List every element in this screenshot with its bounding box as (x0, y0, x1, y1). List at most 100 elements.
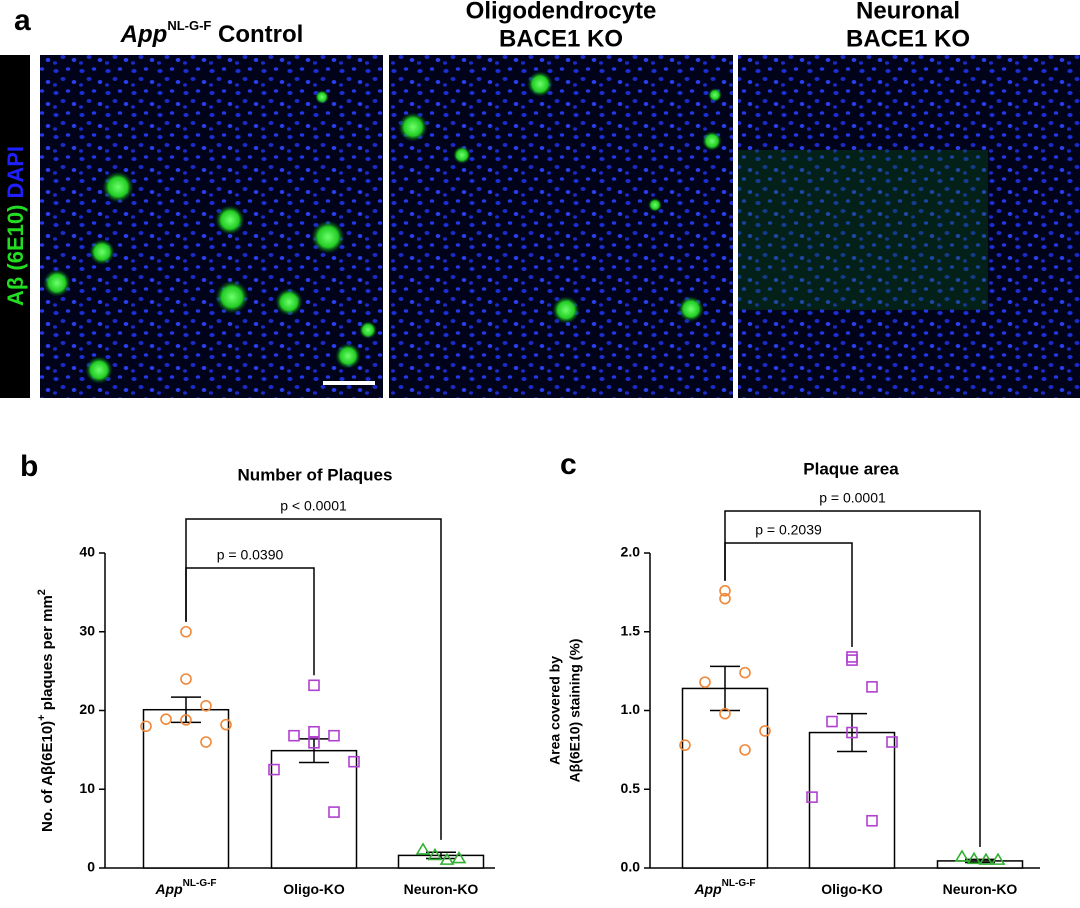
data-point (427, 847, 443, 861)
data-point (328, 806, 340, 818)
side-label-green: Aβ (6E10) (3, 205, 28, 306)
chart-title: Plaque area (803, 459, 899, 478)
data-point (978, 852, 994, 865)
y-axis-label: Aβ(6E10) staining (%) (567, 639, 583, 783)
data-point (220, 718, 232, 731)
diffuse-signal (738, 150, 988, 310)
data-point (966, 851, 982, 865)
data-point (308, 679, 320, 692)
side-strip (0, 55, 30, 398)
bar (681, 687, 769, 869)
p-value-label: p = 0.0390 (217, 547, 284, 563)
error-bar (299, 738, 329, 764)
image-title: BACE1 KO (499, 25, 623, 52)
y-tick-label: 0.0 (621, 859, 641, 875)
significance-bracket (724, 510, 981, 847)
image-title: Neuronal (856, 0, 960, 24)
x-tick-label: Neuron-KO (943, 881, 1018, 897)
p-value-label: p < 0.0001 (280, 498, 347, 514)
data-point (866, 814, 878, 827)
data-point (679, 739, 691, 751)
x-tick-label-text: Neuron-KO (404, 881, 479, 897)
data-point (954, 849, 970, 862)
data-point (739, 666, 751, 679)
data-point (719, 592, 731, 605)
x-tick-label-text: Oligo-KO (283, 881, 345, 897)
x-tick-label-text: App (693, 881, 722, 897)
image-title: Oligodendrocyte (466, 0, 657, 24)
error-bar (171, 696, 201, 724)
x-tick-label: Oligo-KO (821, 881, 883, 897)
data-point (719, 707, 731, 720)
data-point (699, 676, 711, 688)
y-tick-label: 20 (79, 701, 95, 717)
data-point (140, 720, 152, 733)
error-bar (710, 665, 740, 712)
data-point (200, 736, 212, 748)
data-point (826, 715, 838, 728)
bar (142, 708, 230, 869)
data-point (719, 584, 731, 597)
data-point (846, 654, 858, 666)
p-value-label: p = 0.0001 (819, 490, 886, 506)
image-title: BACE1 KO (846, 25, 970, 52)
x-tick-label: Oligo-KO (283, 881, 345, 897)
y-tick-label: 1.5 (621, 622, 641, 638)
title-part: App (120, 21, 168, 48)
significance-bracket (185, 518, 442, 840)
x-tick-label-text: Oligo-KO (821, 881, 883, 897)
significance-bracket (185, 567, 315, 676)
bar (808, 731, 896, 869)
y-tick-label: 2.0 (621, 544, 641, 560)
y-tick-label: 30 (79, 622, 95, 638)
y-axis-label-sup: 2 (36, 589, 48, 595)
image-title: AppNL-G-F Control (120, 18, 304, 48)
x-tick-label-text: App (154, 881, 183, 897)
data-point (990, 852, 1006, 865)
y-tick-label: 0.5 (621, 780, 641, 796)
data-point (759, 725, 771, 737)
data-point (180, 673, 192, 685)
x-tick-label-sup: NL-G-F (183, 878, 217, 889)
y-axis-label-part: plaques per mm (39, 595, 56, 714)
significance-bracket (724, 542, 853, 647)
data-point (415, 842, 431, 855)
x-tick-label: AppNL-G-F (154, 878, 216, 897)
p-value-label: p = 0.2039 (755, 522, 822, 538)
panel-label: c (560, 448, 577, 481)
x-tick-label-text: Neuron-KO (943, 881, 1018, 897)
y-axis-label: No. of Aβ(6E10)+ plaques per mm2 (36, 589, 56, 832)
y-tick-label: 40 (79, 544, 95, 560)
y-tick-label: 0 (87, 859, 95, 875)
title-sup: NL-G-F (167, 18, 211, 33)
y-axis-label: Area covered by (547, 656, 563, 765)
side-label: Aβ (6E10) DAPI (3, 146, 28, 306)
title-part: Control (211, 21, 303, 48)
data-point (160, 713, 172, 725)
data-point (308, 736, 320, 749)
panel-label: a (14, 4, 31, 37)
data-point (866, 681, 878, 693)
chart-title: Number of Plaques (238, 465, 393, 484)
x-tick-label: Neuron-KO (404, 881, 479, 897)
data-point (328, 729, 340, 742)
data-point (886, 736, 898, 748)
x-tick-label-sup: NL-G-F (722, 878, 756, 889)
y-axis-label-part: No. of Aβ(6E10) (39, 721, 56, 832)
data-point (288, 729, 300, 742)
data-point (846, 651, 858, 663)
data-point (846, 726, 858, 739)
micrograph (738, 55, 1080, 398)
micrograph (389, 55, 733, 398)
data-point (268, 763, 280, 776)
data-point (451, 850, 467, 864)
data-point (308, 725, 320, 738)
data-point (180, 625, 192, 638)
panel-label: b (20, 450, 38, 483)
data-point (180, 714, 192, 726)
data-point (439, 852, 455, 865)
error-bar (837, 712, 867, 753)
data-point (200, 699, 212, 712)
side-label-blue: DAPI (3, 146, 28, 199)
